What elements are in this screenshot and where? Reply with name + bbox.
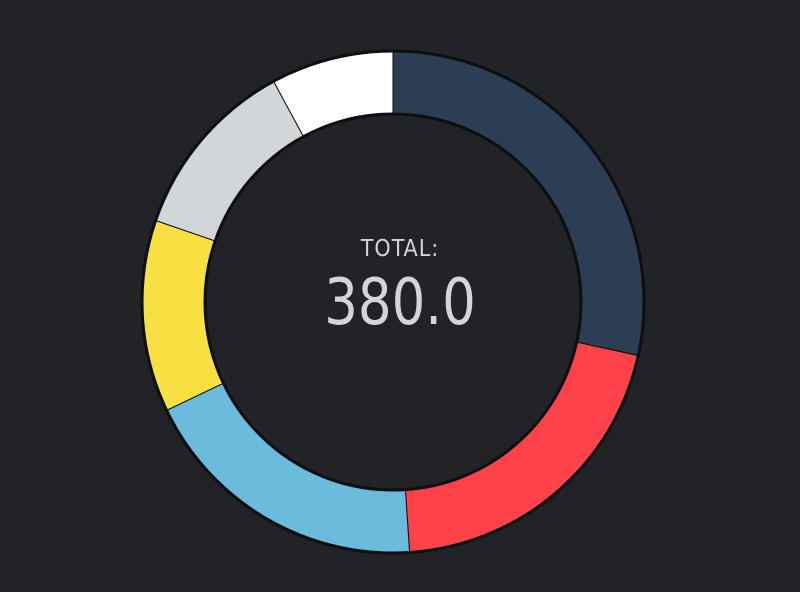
total-value: 380.0	[324, 266, 476, 340]
total-label: TOTAL:	[360, 236, 440, 262]
donut-inner-outline	[203, 112, 583, 492]
donut-outer-outline	[140, 49, 646, 555]
